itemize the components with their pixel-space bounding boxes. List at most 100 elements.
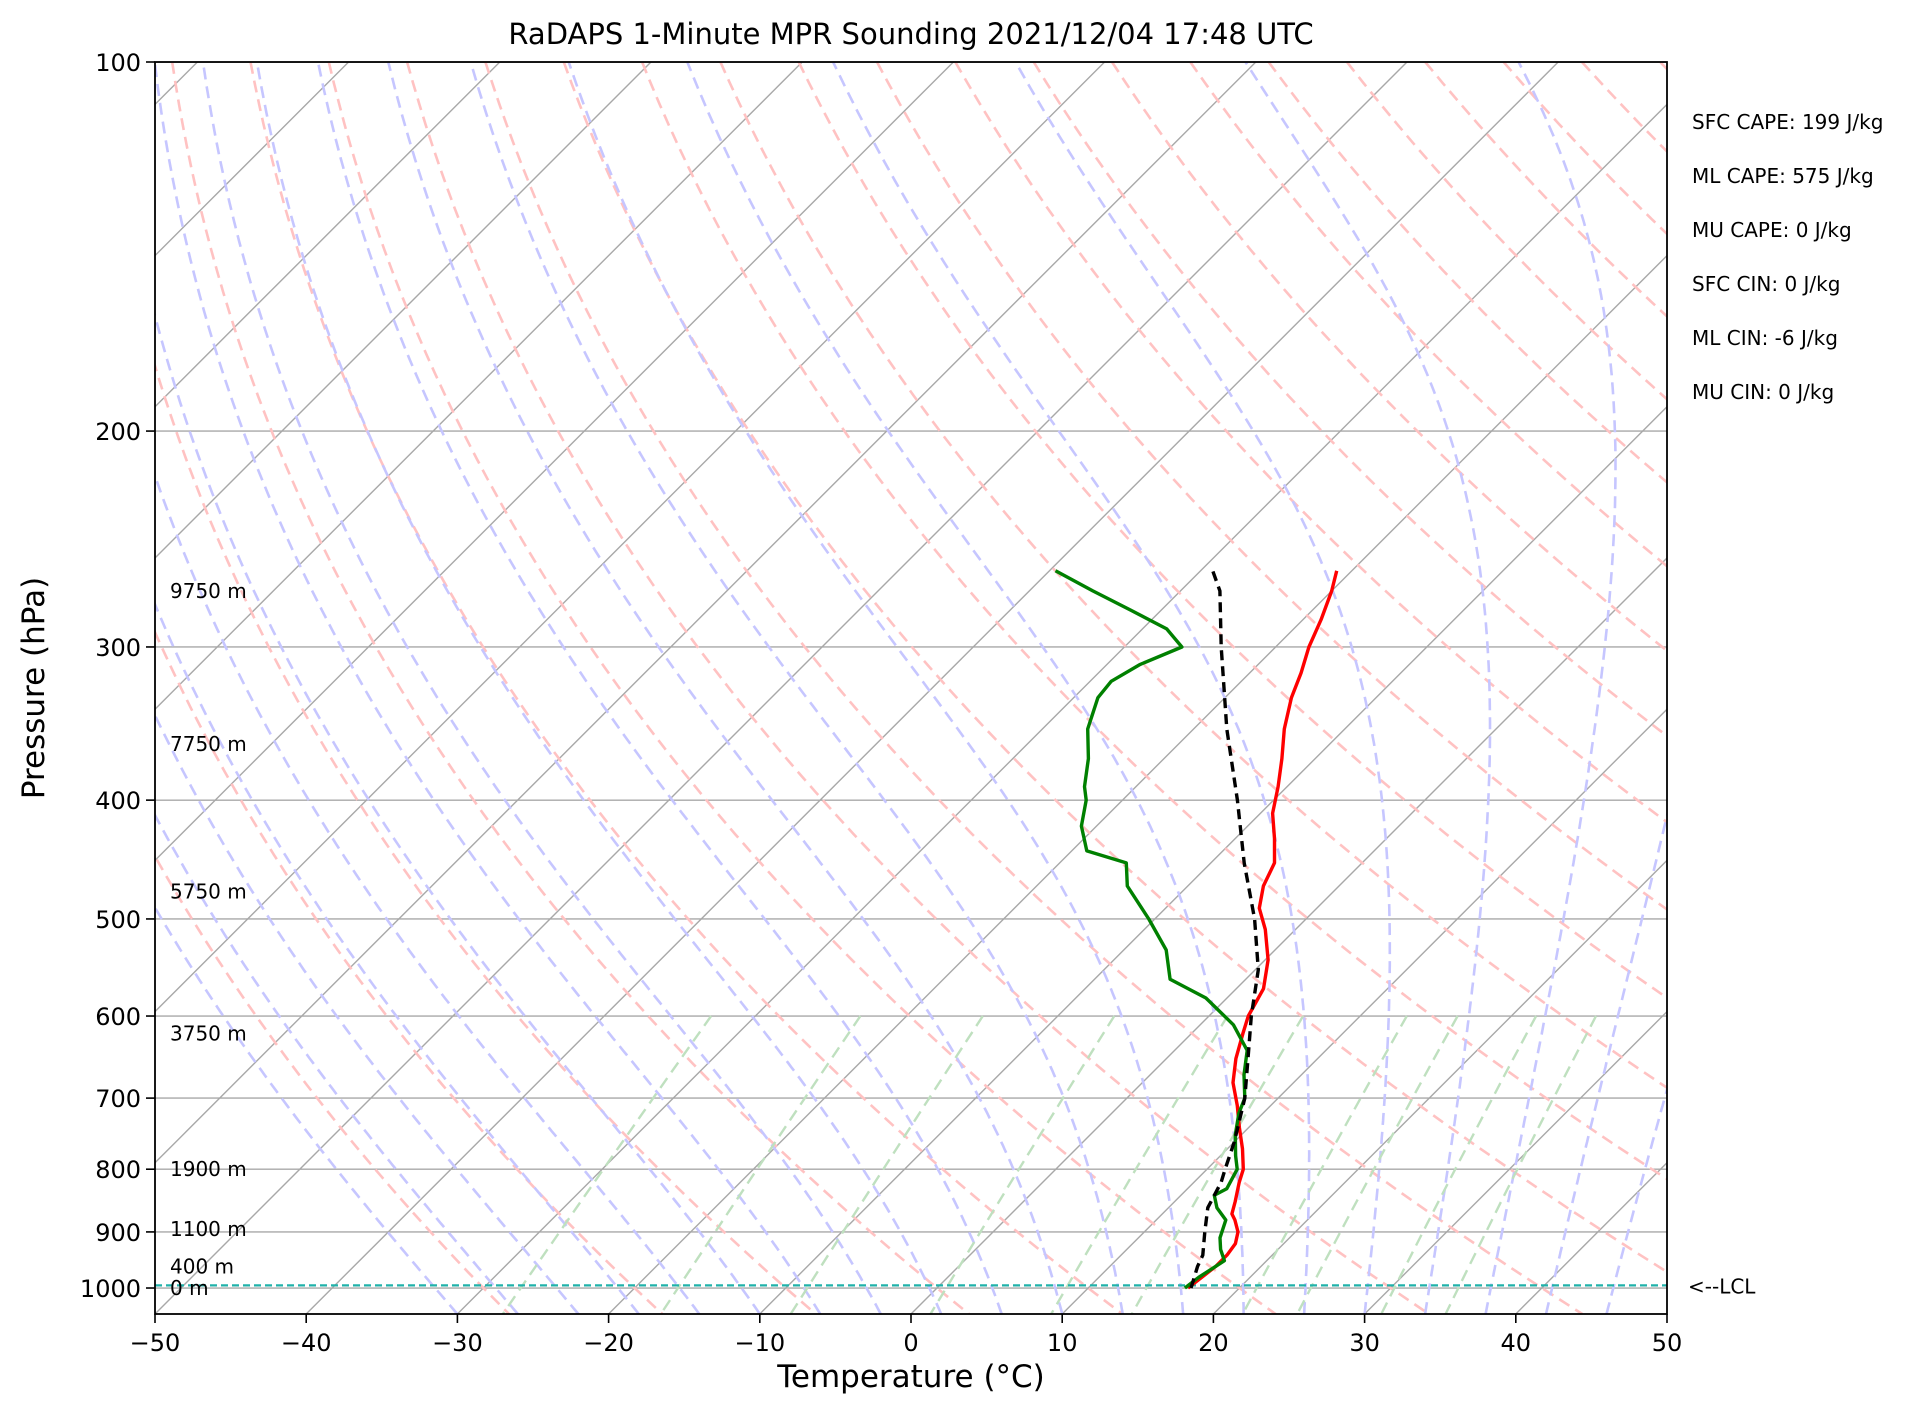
dry-adiabat <box>562 62 1667 1274</box>
dry-adiabat <box>1267 62 1667 485</box>
dry-adiabat <box>1189 62 1667 568</box>
mixing-ratio-line <box>929 1015 1116 1314</box>
x-tick-label: −10 <box>734 1329 785 1357</box>
dry-adiabat <box>170 62 970 1314</box>
stability-indices: SFC CAPE: 199 J/kg ML CAPE: 575 J/kg MU CA… <box>1692 110 1883 404</box>
moist-adiabat <box>155 62 822 1314</box>
x-tick-label: 0 <box>903 1329 918 1357</box>
height-label: 400 m <box>170 1254 234 1278</box>
dry-adiabat <box>640 62 1667 1181</box>
isotherm <box>1061 708 1667 1314</box>
moist-adiabat <box>1544 810 1667 1314</box>
dry-adiabat <box>405 62 1430 1314</box>
background-grid <box>155 62 1667 1314</box>
height-label: 0 m <box>170 1276 209 1300</box>
y-axis-ticks: 100 200 300 400 500 600 700 800 900 1000 <box>80 49 155 1303</box>
x-tick-label: −20 <box>583 1329 634 1357</box>
dry-adiabat <box>327 62 1277 1314</box>
isotherm <box>155 62 1408 1314</box>
chart-title: RaDAPS 1-Minute MPR Sounding 2021/12/04 … <box>508 17 1313 51</box>
isotherm <box>155 62 652 559</box>
height-label: 5750 m <box>170 880 247 904</box>
moist-adiabat <box>155 905 459 1314</box>
stability-index: MU CAPE: 0 J/kg <box>1692 218 1852 242</box>
sounding-traces <box>1054 569 1339 1290</box>
dry-adiabat <box>155 853 510 1314</box>
moist-adiabat <box>1484 62 1617 1314</box>
moist-adiabat <box>316 62 1003 1314</box>
stability-index: MU CIN: 0 J/kg <box>1692 380 1834 404</box>
isotherm <box>155 62 1106 1013</box>
height-label: 1900 m <box>170 1157 247 1181</box>
isotherm <box>155 62 501 408</box>
stability-index: ML CIN: -6 J/kg <box>1692 326 1838 350</box>
isotherm <box>155 62 954 862</box>
x-tick-label: 20 <box>1198 1329 1229 1357</box>
x-tick-label: 10 <box>1047 1329 1078 1357</box>
stability-index: SFC CAPE: 199 J/kg <box>1692 110 1883 134</box>
mixing-ratio-line <box>1050 1015 1229 1314</box>
moist-adiabat <box>387 62 1064 1314</box>
isotherm <box>155 62 803 711</box>
stability-index: ML CAPE: 575 J/kg <box>1692 164 1874 188</box>
x-tick-label: −30 <box>432 1329 483 1357</box>
dewpoint-trace <box>1054 569 1249 1290</box>
temperature-trace <box>1186 570 1339 1290</box>
isotherm <box>456 103 1667 1314</box>
stability-index: SFC CIN: 0 J/kg <box>1692 272 1840 296</box>
moist-adiabat <box>1244 62 1492 1314</box>
isotherm <box>1364 1010 1667 1314</box>
isotherm <box>305 62 1559 1314</box>
mixing-ratio-line <box>501 1015 713 1314</box>
x-axis-label: Temperature (°C) <box>776 1359 1045 1395</box>
dry-adiabat <box>155 629 664 1314</box>
y-tick-label: 600 <box>95 1003 141 1031</box>
x-axis-ticks: −50 −40 −30 −20 −10 0 10 20 30 40 50 <box>130 1314 1683 1357</box>
x-tick-label: −50 <box>130 1329 181 1357</box>
moist-adiabat <box>201 62 882 1314</box>
dry-adiabat <box>1032 62 1667 738</box>
isotherm <box>759 405 1667 1314</box>
height-label: 7750 m <box>170 732 247 756</box>
dry-adiabat <box>155 361 817 1314</box>
y-tick-label: 400 <box>95 787 141 815</box>
dry-adiabat <box>484 62 1584 1314</box>
isotherm <box>155 62 1257 1164</box>
x-tick-label: −40 <box>281 1329 332 1357</box>
height-label: 9750 m <box>170 579 247 603</box>
lcl-label: <--LCL <box>1688 1274 1756 1298</box>
y-tick-label: 900 <box>95 1219 141 1247</box>
x-tick-label: 50 <box>1652 1329 1683 1357</box>
moist-adiabat <box>469 62 1124 1314</box>
y-tick-label: 1000 <box>80 1275 141 1303</box>
mixing-ratio-line <box>659 1015 862 1314</box>
isotherm <box>1212 859 1667 1314</box>
height-label: 1100 m <box>170 1217 247 1241</box>
height-label: 3750 m <box>170 1021 247 1045</box>
y-axis-label: Pressure (hPa) <box>16 577 52 799</box>
moist-adiabat <box>1014 62 1392 1314</box>
y-tick-label: 500 <box>95 906 141 934</box>
x-tick-label: 40 <box>1501 1329 1532 1357</box>
dry-adiabat <box>954 62 1667 824</box>
moist-adiabat <box>255 62 943 1314</box>
moist-adiabat <box>155 812 519 1314</box>
moist-adiabat <box>155 310 761 1314</box>
mixing-ratio-line <box>1241 1015 1408 1314</box>
moist-adiabat <box>567 62 1185 1314</box>
y-tick-label: 200 <box>95 418 141 446</box>
mixing-ratio-line <box>1130 1015 1305 1314</box>
moist-adiabat <box>831 62 1311 1314</box>
moist-adiabat <box>686 62 1245 1314</box>
y-tick-label: 800 <box>95 1156 141 1184</box>
isotherm <box>608 254 1667 1314</box>
y-tick-label: 700 <box>95 1085 141 1113</box>
y-tick-label: 100 <box>95 49 141 77</box>
mixing-ratio-line <box>789 1015 984 1314</box>
y-tick-label: 300 <box>95 634 141 662</box>
height-labels: 9750 m 7750 m 5750 m 3750 m 1900 m 1100 m 400 … <box>170 579 247 1300</box>
isotherm <box>910 557 1667 1314</box>
x-tick-label: 30 <box>1349 1329 1380 1357</box>
dry-adiabat <box>719 62 1667 1090</box>
